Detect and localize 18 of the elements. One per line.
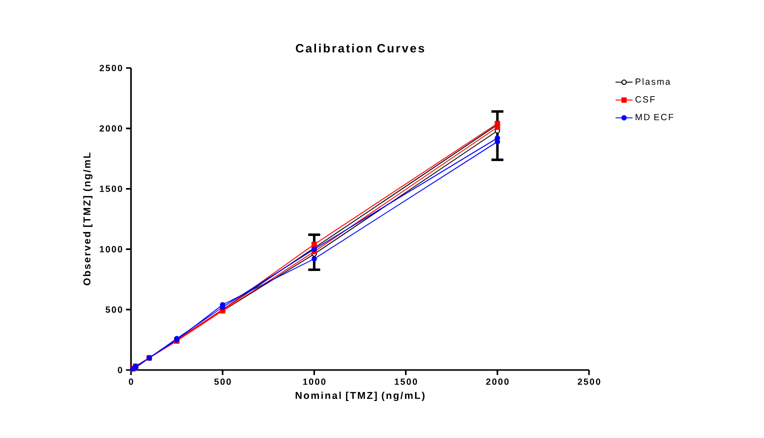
x-tick-label: 1500 bbox=[394, 378, 418, 385]
y-tick-label: 2000 bbox=[100, 125, 122, 132]
y-tick-label: 0 bbox=[118, 366, 122, 374]
x-tick-label: 2500 bbox=[578, 378, 600, 385]
legend-label: Plasma bbox=[636, 78, 670, 85]
legend-label: MD ECF bbox=[636, 114, 674, 120]
y-tick-label: 1000 bbox=[100, 246, 122, 252]
x-tick-label: 1000 bbox=[303, 378, 326, 385]
x-tick-label: 0 bbox=[128, 378, 134, 385]
y-tick-label: 1500 bbox=[100, 186, 122, 192]
y-tick-label: 2500 bbox=[100, 64, 122, 72]
x-tick-label: 2000 bbox=[486, 378, 509, 385]
legend-label: CSF bbox=[635, 96, 655, 103]
chart-title: Calibration Curves bbox=[296, 44, 424, 53]
y-tick-label: 500 bbox=[106, 306, 122, 313]
x-tick-label: 500 bbox=[214, 378, 231, 385]
y-axis-title: Observed [TMZ] (ng/mL bbox=[83, 152, 92, 286]
x-axis-title: Nominal [TMZ] (ng/mL) bbox=[296, 392, 425, 402]
